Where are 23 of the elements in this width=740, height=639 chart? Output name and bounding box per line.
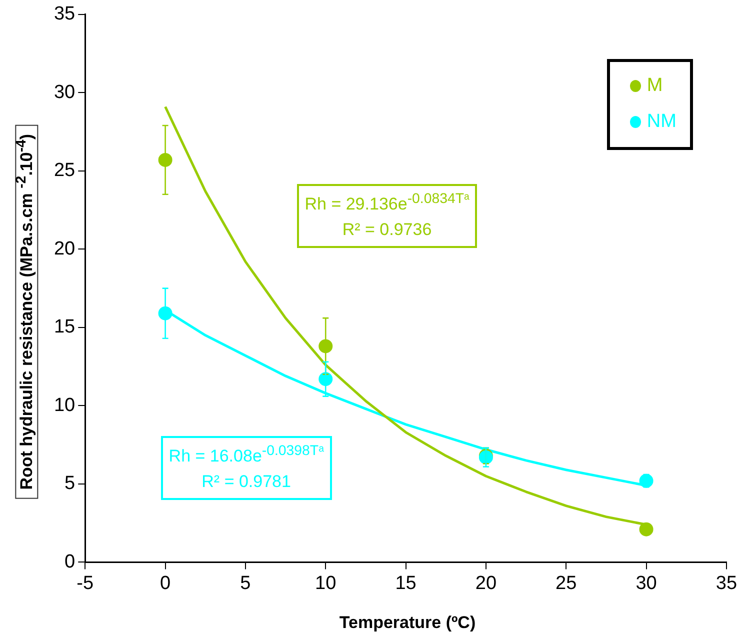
y-tick-label: 30	[54, 82, 76, 103]
x-tick-label: 30	[636, 572, 657, 594]
x-tick-label: 25	[556, 572, 577, 594]
y-tick-label: 20	[54, 238, 76, 260]
annotation: Rh = 29.136e$^{-0.0834Tᵃ}$ R² = 0.9736	[296, 184, 478, 248]
y-tick-label: 35	[54, 4, 76, 25]
y-tick-label: 5	[64, 473, 76, 494]
x-tick-label: 5	[240, 572, 251, 594]
x-tick-label: 0	[160, 572, 171, 594]
y-tick-label: 15	[54, 316, 76, 338]
x-axis-title: Temperature (ºC)	[338, 613, 477, 633]
legend-label: M	[646, 75, 663, 96]
x-tick-label: 10	[315, 572, 336, 594]
x-tick-label: 20	[475, 572, 497, 594]
x-tick-label: 35	[716, 572, 738, 594]
x-tick-label: -5	[76, 572, 94, 594]
annotation: Rh = 16.08e$^{-0.0398Tᵃ}$ R² = 0.9781	[160, 436, 332, 500]
y-tick-label: 10	[54, 394, 76, 416]
y-tick-label: 0	[64, 551, 76, 572]
y-tick-label: 25	[54, 160, 76, 182]
point	[639, 522, 654, 536]
x-tick-label: 15	[395, 572, 416, 594]
legend-label: NM	[646, 111, 676, 132]
